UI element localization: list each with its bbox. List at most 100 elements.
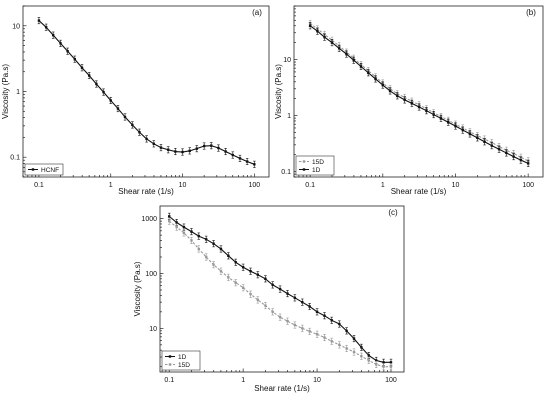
legend: HCNF [24,163,64,176]
x-tick-label: 100 [385,377,397,384]
chart-panel-2: 0.1 1 10 100 0.1 1 10 Shear rate (1/s) Viscosity… [274,5,544,196]
data-point [204,255,208,259]
data-point [308,24,312,27]
y-tick-label: 10 [283,57,291,64]
x-tick-label: 1 [109,182,113,189]
data-point [174,150,177,153]
data-point [278,315,282,319]
x-tick-label: 0.1 [164,377,174,384]
series-line [168,220,391,368]
series-15D [308,19,530,165]
data-point [224,150,227,153]
data-point [217,146,220,150]
data-point [468,132,472,136]
data-point [80,66,84,69]
x-tick-label: 100 [248,182,260,189]
data-point [403,98,406,102]
legend-entry: HCNF [41,167,59,174]
data-point [227,254,230,258]
data-point [256,298,260,302]
y-tick-label: 10 [149,326,157,333]
data-point [512,155,515,158]
data-point [271,283,274,287]
data-point [286,292,289,295]
data-point [204,238,208,241]
legend-box [161,350,201,371]
x-tick-label: 100 [522,182,534,189]
data-point [190,230,193,233]
data-point [417,105,421,109]
legend-box [24,163,64,176]
data-point [338,322,341,326]
data-point [238,157,242,160]
y-tick-label: 100 [145,271,157,278]
data-point [425,109,428,112]
data-point [245,160,249,163]
data-point [439,117,443,120]
data-point [145,137,148,141]
x-axis-label: Shear rate (1/s) [254,384,310,393]
x-axis-label: Shear rate (1/s) [118,187,174,196]
data-point [73,58,77,61]
data-point [432,113,435,116]
data-point [476,136,479,140]
data-point [197,234,200,238]
data-point [359,65,363,68]
data-point [249,292,252,296]
x-tick-label: 10 [313,377,321,384]
data-point [374,77,377,81]
data-point [497,148,501,151]
series-line [38,20,255,165]
data-point [454,124,457,128]
data-point [360,355,363,358]
data-point [337,47,341,50]
y-tick-label: 1 [16,89,20,96]
data-point [271,310,274,314]
x-tick-label: 10 [179,182,187,189]
legend-entry: 1D [178,354,187,361]
data-point [241,266,245,269]
data-point [44,26,48,29]
x-tick-label: 10 [452,182,460,189]
data-point [316,29,319,33]
data-point [330,41,334,44]
series-HCNF [37,17,256,168]
data-point [360,346,363,349]
data-point [159,146,163,149]
data-point [116,107,120,110]
data-point [526,162,530,165]
data-point [410,102,414,105]
data-point [367,359,370,362]
data-point [323,336,326,339]
data-point [234,281,237,284]
data-point [212,242,215,245]
data-point [210,144,213,147]
legend-marker [168,355,172,358]
y-tick-label: 0.1 [281,169,291,176]
data-point [490,144,494,147]
data-point [102,90,105,94]
data-point [352,337,356,340]
y-axis-label: Viscosity (Pa.s) [274,64,283,119]
data-point [195,147,199,150]
data-point [175,225,178,229]
data-point [95,82,98,86]
data-point [505,151,508,155]
legend-marker [302,160,306,163]
data-point [447,121,450,124]
panel-label: (b) [526,8,536,17]
plot-frame [22,5,270,178]
data-point [315,310,319,314]
data-point [168,215,171,218]
data-point [293,323,297,327]
data-point [227,276,230,279]
data-point [182,231,186,235]
data-point [315,333,319,336]
data-point [286,319,289,323]
series-line [309,22,529,162]
data-point [389,361,393,364]
data-point [166,148,170,151]
series-1D [308,22,530,167]
data-point [308,330,311,333]
legend-entry: 1D [312,167,321,174]
